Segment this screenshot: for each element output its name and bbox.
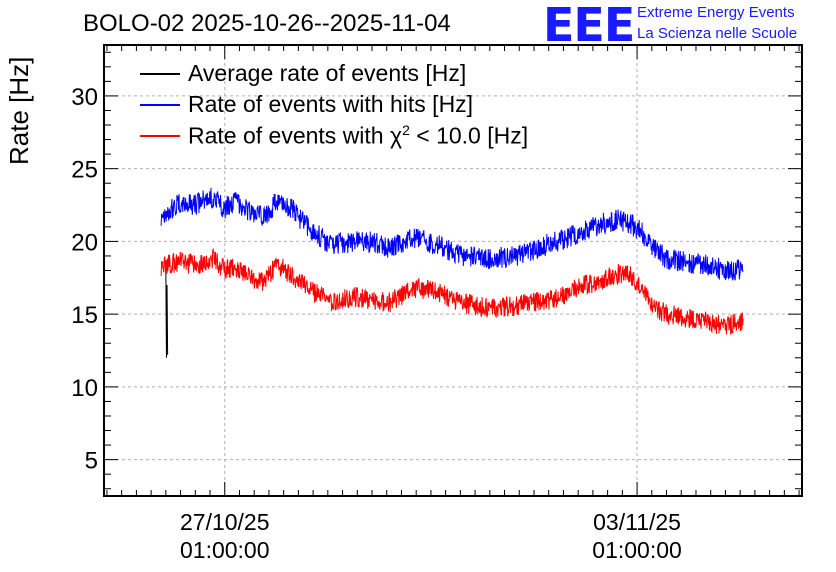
chart-title: BOLO-02 2025-10-26--2025-11-04 — [83, 10, 451, 37]
x-tick-label-0: 27/10/25 01:00:00 — [155, 508, 295, 564]
legend-label-hits: Rate of events with hits [Hz] — [188, 91, 474, 117]
legend-swatch-average — [140, 72, 180, 75]
y-tick-label: 30 — [71, 84, 98, 111]
legend-swatch-hits — [140, 103, 180, 106]
legend-item-average: Average rate of events [Hz] — [140, 58, 528, 89]
x-tick-time: 01:00:00 — [592, 537, 682, 563]
y-axis-label: Rate [Hz] — [4, 56, 34, 165]
chart-legend: Average rate of events [Hz] Rate of even… — [140, 58, 528, 151]
legend-item-hits: Rate of events with hits [Hz] — [140, 89, 528, 120]
y-tick-label: 25 — [71, 157, 98, 184]
legend-item-chi2: Rate of events with χ2 < 10.0 [Hz] — [140, 120, 528, 151]
y-tick-label: 15 — [71, 302, 98, 329]
legend-label-average: Average rate of events [Hz] — [188, 60, 467, 86]
x-tick-date: 03/11/25 — [593, 509, 681, 535]
y-tick-label: 20 — [71, 229, 98, 256]
eee-logo: EEE — [543, 0, 635, 52]
x-tick-date: 27/10/25 — [179, 509, 270, 535]
x-tick-label-1: 03/11/25 01:00:00 — [567, 508, 707, 564]
series-line-2 — [160, 247, 744, 335]
legend-swatch-chi2 — [140, 134, 180, 137]
x-tick-time: 01:00:00 — [179, 537, 270, 563]
logo-line-2: La Scienza nelle Scuole — [637, 25, 798, 42]
y-tick-label: 5 — [85, 448, 98, 475]
y-tick-label: 10 — [71, 375, 98, 402]
series-line-0 — [165, 270, 169, 358]
legend-label-chi2: Rate of events with χ2 < 10.0 [Hz] — [188, 121, 529, 149]
logo-line-1: Extreme Energy Events — [637, 4, 795, 21]
series-line-1 — [160, 187, 744, 281]
